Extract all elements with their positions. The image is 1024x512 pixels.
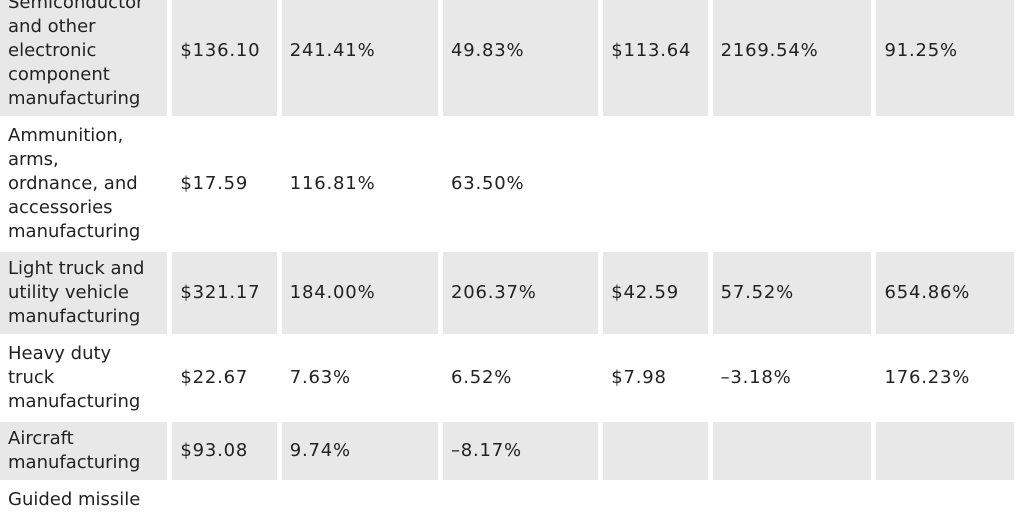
- value-cell: [876, 119, 1014, 249]
- value-cell: [603, 119, 708, 249]
- value-cell: [281, 483, 438, 512]
- table-row: Ammunition, arms, ordnance, and accessor…: [0, 119, 1014, 249]
- value-cell: 206.37%: [442, 252, 599, 334]
- value-cell: [876, 422, 1014, 480]
- value-cell: 2169.54%: [712, 0, 872, 116]
- value-cell: [603, 483, 708, 512]
- value-cell: 91.25%: [876, 0, 1014, 116]
- value-cell: 176.23%: [876, 337, 1014, 419]
- row-label: Heavy duty truck manufacturing: [0, 337, 168, 419]
- value-cell: $113.64: [603, 0, 708, 116]
- value-cell: $42.59: [603, 252, 708, 334]
- value-cell: [172, 483, 277, 512]
- value-cell: 63.50%: [442, 119, 599, 249]
- value-cell: $22.67: [172, 337, 277, 419]
- value-cell: 9.74%: [281, 422, 438, 480]
- table-row: Guided missile: [0, 483, 1014, 512]
- row-label: Guided missile: [0, 483, 168, 512]
- value-cell: –3.18%: [712, 337, 872, 419]
- value-cell: $7.98: [603, 337, 708, 419]
- table-row: Aircraft manufacturing $93.08 9.74% –8.1…: [0, 422, 1014, 480]
- value-cell: [603, 422, 708, 480]
- value-cell: 7.63%: [281, 337, 438, 419]
- value-cell: [442, 483, 599, 512]
- value-cell: –8.17%: [442, 422, 599, 480]
- value-cell: $93.08: [172, 422, 277, 480]
- value-cell: 241.41%: [281, 0, 438, 116]
- row-label: Semiconductor and other electronic compo…: [0, 0, 168, 116]
- value-cell: [712, 422, 872, 480]
- row-label: Aircraft manufacturing: [0, 422, 168, 480]
- value-cell: [712, 119, 872, 249]
- value-cell: 49.83%: [442, 0, 599, 116]
- value-cell: 57.52%: [712, 252, 872, 334]
- table-row: Heavy duty truck manufacturing $22.67 7.…: [0, 337, 1014, 419]
- table-row: Semiconductor and other electronic compo…: [0, 0, 1014, 116]
- value-cell: $136.10: [172, 0, 277, 116]
- value-cell: 654.86%: [876, 252, 1014, 334]
- value-cell: [712, 483, 872, 512]
- value-cell: 6.52%: [442, 337, 599, 419]
- row-label: Ammunition, arms, ordnance, and accessor…: [0, 119, 168, 249]
- value-cell: 184.00%: [281, 252, 438, 334]
- value-cell: [876, 483, 1014, 512]
- value-cell: $321.17: [172, 252, 277, 334]
- table-row: Light truck and utility vehicle manufact…: [0, 252, 1014, 334]
- value-cell: $17.59: [172, 119, 277, 249]
- row-label: Light truck and utility vehicle manufact…: [0, 252, 168, 334]
- value-cell: 116.81%: [281, 119, 438, 249]
